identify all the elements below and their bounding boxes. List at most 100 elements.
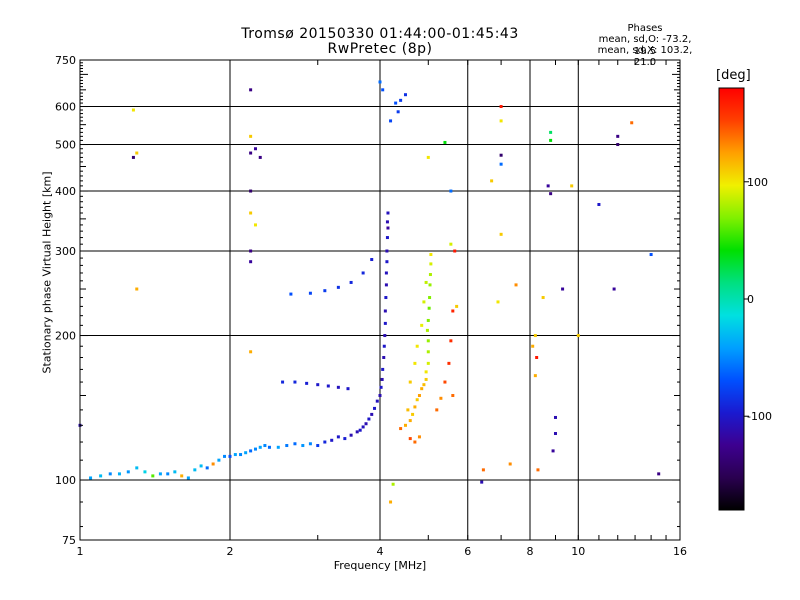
- data-point: [546, 184, 550, 188]
- data-point: [258, 155, 262, 159]
- data-point: [343, 437, 347, 441]
- data-point: [253, 223, 257, 227]
- data-point: [173, 470, 177, 474]
- data-point: [499, 162, 503, 166]
- data-point: [305, 381, 309, 385]
- data-point: [449, 339, 453, 343]
- data-point: [244, 451, 248, 455]
- data-point: [533, 334, 537, 338]
- data-point: [424, 280, 428, 284]
- data-point: [361, 425, 365, 429]
- data-point: [415, 398, 419, 402]
- y-tick-label: 500: [55, 139, 76, 152]
- x-tick-label: 4: [377, 545, 384, 558]
- data-point: [217, 458, 221, 462]
- data-point: [281, 380, 285, 384]
- data-point: [394, 101, 398, 105]
- data-point: [480, 480, 484, 484]
- data-point: [533, 374, 537, 378]
- data-point: [413, 361, 417, 365]
- data-point: [553, 432, 557, 436]
- data-point: [384, 283, 388, 287]
- data-point: [135, 466, 139, 470]
- data-point: [336, 385, 340, 389]
- data-point: [576, 334, 580, 338]
- chart-title: Tromsø 20150330 01:44:00-01:45:43: [241, 26, 519, 42]
- x-tick-label: 1: [77, 545, 84, 558]
- data-point: [308, 291, 312, 295]
- data-point: [249, 449, 253, 453]
- data-point: [549, 192, 553, 196]
- y-tick-label: 100: [55, 474, 76, 487]
- data-point: [425, 328, 429, 332]
- data-point: [424, 377, 428, 381]
- data-point: [426, 361, 430, 365]
- data-point: [413, 405, 417, 409]
- phase-o-stats: mean, sd,O: -73.2, 19.5: [598, 34, 692, 57]
- data-point: [382, 344, 386, 348]
- y-tick-label: 400: [55, 185, 76, 198]
- data-point: [336, 285, 340, 289]
- colorbar-tick-label: 100: [747, 176, 768, 189]
- data-point: [349, 280, 353, 284]
- data-point: [249, 211, 253, 215]
- x-tick-label: 8: [527, 545, 534, 558]
- data-point: [429, 253, 433, 257]
- data-point: [490, 179, 494, 183]
- data-point: [399, 427, 403, 431]
- data-point: [117, 472, 121, 476]
- data-point: [553, 415, 557, 419]
- data-point: [389, 119, 393, 123]
- data-point: [391, 482, 395, 486]
- data-point: [481, 468, 485, 472]
- data-point: [413, 440, 417, 444]
- data-point: [249, 151, 253, 155]
- data-point: [258, 445, 262, 449]
- data-point: [386, 211, 390, 215]
- data-point: [428, 283, 432, 287]
- data-point: [439, 396, 443, 400]
- data-point: [561, 287, 565, 291]
- data-point: [455, 304, 459, 308]
- y-tick-label: 750: [55, 54, 76, 67]
- data-point: [382, 355, 386, 359]
- data-point: [301, 444, 305, 448]
- data-point: [657, 472, 661, 476]
- data-point: [426, 350, 430, 354]
- data-point: [379, 385, 383, 389]
- data-point: [422, 383, 426, 387]
- data-point: [429, 262, 433, 266]
- data-point: [135, 287, 139, 291]
- data-point: [180, 474, 184, 478]
- data-point: [253, 447, 257, 451]
- data-point: [408, 380, 412, 384]
- data-point: [417, 394, 421, 398]
- colorbar-tick-label: -100: [747, 410, 772, 423]
- data-point: [383, 309, 387, 313]
- data-point: [384, 271, 388, 275]
- data-point: [151, 474, 155, 478]
- data-point: [408, 437, 412, 441]
- data-point: [370, 412, 374, 416]
- data-point: [383, 321, 387, 325]
- data-point: [199, 464, 203, 468]
- data-point: [597, 202, 601, 206]
- data-point: [323, 289, 327, 293]
- data-point: [126, 470, 130, 474]
- data-point: [380, 377, 384, 381]
- data-point: [378, 394, 382, 398]
- data-point: [447, 361, 451, 365]
- data-point: [535, 355, 539, 359]
- data-point: [417, 435, 421, 439]
- data-point: [370, 258, 374, 262]
- data-point: [536, 468, 540, 472]
- data-point: [143, 470, 147, 474]
- x-tick-label: 10: [571, 545, 585, 558]
- data-point: [186, 476, 190, 480]
- data-point: [373, 406, 377, 410]
- x-tick-label: 16: [673, 545, 687, 558]
- data-point: [408, 419, 412, 423]
- data-point: [293, 442, 297, 446]
- data-point: [193, 468, 197, 472]
